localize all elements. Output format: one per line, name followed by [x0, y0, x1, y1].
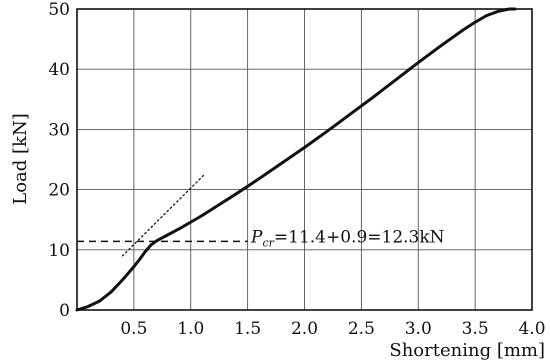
- annotation-layer: Pcr=11.4+0.9=12.3kN: [250, 227, 445, 249]
- load-curve-line: [75, 7, 517, 312]
- tangent-dotted-line: [121, 173, 206, 257]
- x-tick-label-0: 0.5: [120, 319, 147, 339]
- label-layer: Shortening [mm] Load [kN]: [10, 113, 545, 361]
- grid-layer: [77, 9, 532, 310]
- y-tick-label-5: 50: [48, 0, 70, 20]
- plot-frame: [76, 8, 533, 311]
- x-tick-label-6: 3.5: [462, 319, 489, 339]
- series-layer: [75, 7, 517, 312]
- x-tick-label-2: 1.5: [234, 319, 261, 339]
- tick-layer: 0.5 1.0 1.5 2.0 2.5 3.0 3.5 4.0 0 10 20 30 40 50: [48, 0, 545, 339]
- annotation-value: =11.4+0.9=12.3kN: [274, 227, 445, 247]
- x-tick-label-5: 3.0: [405, 319, 432, 339]
- annotation-symbol: P: [250, 227, 263, 247]
- x-axis-title: Shortening [mm]: [389, 340, 545, 361]
- annotation-subscript: cr: [262, 236, 274, 249]
- critical-load-annotation-0: Pcr=11.4+0.9=12.3kN: [250, 227, 445, 249]
- y-tick-label-2: 20: [48, 181, 70, 201]
- y-axis-title: Load [kN]: [10, 113, 31, 204]
- x-tick-label-1: 1.0: [177, 319, 204, 339]
- x-tick-label-7: 4.0: [518, 319, 545, 339]
- y-tick-label-3: 30: [48, 120, 70, 140]
- y-tick-label-1: 10: [48, 241, 70, 261]
- x-tick-label-3: 2.0: [291, 319, 318, 339]
- x-tick-label-4: 2.5: [348, 319, 375, 339]
- y-tick-label-0: 0: [59, 301, 70, 321]
- y-tick-label-4: 40: [48, 60, 70, 80]
